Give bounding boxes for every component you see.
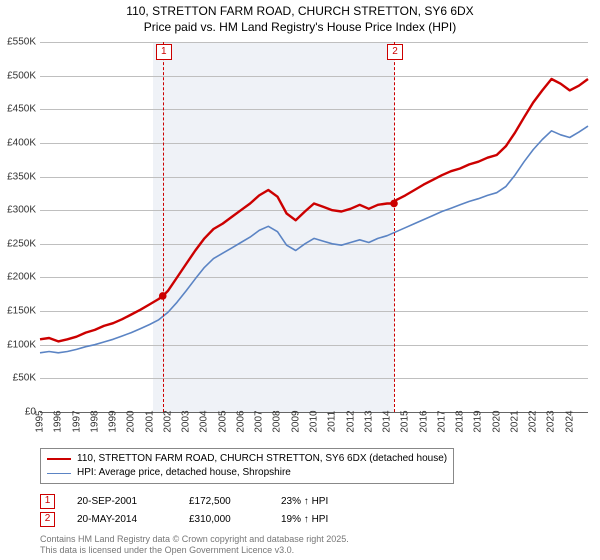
- legend-item-hpi: HPI: Average price, detached house, Shro…: [47, 466, 447, 480]
- legend-label: 110, STRETTON FARM ROAD, CHURCH STRETTON…: [77, 452, 447, 466]
- y-axis-label: £550K: [0, 37, 36, 48]
- attribution-line: Contains HM Land Registry data © Crown c…: [40, 534, 349, 545]
- y-axis-label: £500K: [0, 70, 36, 81]
- sale-price: £310,000: [189, 514, 259, 525]
- series-price_paid: [40, 79, 588, 341]
- y-axis-label: £0: [0, 407, 36, 418]
- attribution: Contains HM Land Registry data © Crown c…: [40, 534, 349, 557]
- sale-badge: 2: [40, 512, 55, 527]
- legend-label: HPI: Average price, detached house, Shro…: [77, 466, 291, 480]
- legend-swatch: [47, 458, 71, 460]
- y-axis-label: £350K: [0, 171, 36, 182]
- plot-area: £0£50K£100K£150K£200K£250K£300K£350K£400…: [40, 42, 588, 412]
- title-line2: Price paid vs. HM Land Registry's House …: [0, 20, 600, 36]
- chart-svg: [40, 42, 588, 412]
- sale-delta: 23% ↑ HPI: [281, 496, 371, 507]
- chart-container: 110, STRETTON FARM ROAD, CHURCH STRETTON…: [0, 0, 600, 560]
- y-axis-label: £50K: [0, 373, 36, 384]
- sale-row: 2 20-MAY-2014 £310,000 19% ↑ HPI: [40, 510, 371, 528]
- y-axis-label: £450K: [0, 104, 36, 115]
- attribution-line: This data is licensed under the Open Gov…: [40, 545, 349, 556]
- y-axis-label: £100K: [0, 339, 36, 350]
- sale-date: 20-MAY-2014: [77, 514, 167, 525]
- y-axis-label: £200K: [0, 272, 36, 283]
- y-axis-label: £250K: [0, 238, 36, 249]
- legend-swatch: [47, 473, 71, 474]
- legend-item-price: 110, STRETTON FARM ROAD, CHURCH STRETTON…: [47, 452, 447, 466]
- sale-date: 20-SEP-2001: [77, 496, 167, 507]
- sale-marker-badge: 2: [387, 44, 403, 60]
- sale-vline: [394, 42, 395, 412]
- y-axis-label: £400K: [0, 137, 36, 148]
- sales-table: 1 20-SEP-2001 £172,500 23% ↑ HPI 2 20-MAY-201…: [40, 492, 371, 528]
- legend: 110, STRETTON FARM ROAD, CHURCH STRETTON…: [40, 448, 454, 484]
- title-line1: 110, STRETTON FARM ROAD, CHURCH STRETTON…: [0, 4, 600, 20]
- sale-delta: 19% ↑ HPI: [281, 514, 371, 525]
- sale-row: 1 20-SEP-2001 £172,500 23% ↑ HPI: [40, 492, 371, 510]
- sale-badge: 1: [40, 494, 55, 509]
- sale-vline: [163, 42, 164, 412]
- y-axis-label: £150K: [0, 306, 36, 317]
- chart-title: 110, STRETTON FARM ROAD, CHURCH STRETTON…: [0, 0, 600, 35]
- sale-marker-badge: 1: [156, 44, 172, 60]
- y-axis-label: £300K: [0, 205, 36, 216]
- sale-price: £172,500: [189, 496, 259, 507]
